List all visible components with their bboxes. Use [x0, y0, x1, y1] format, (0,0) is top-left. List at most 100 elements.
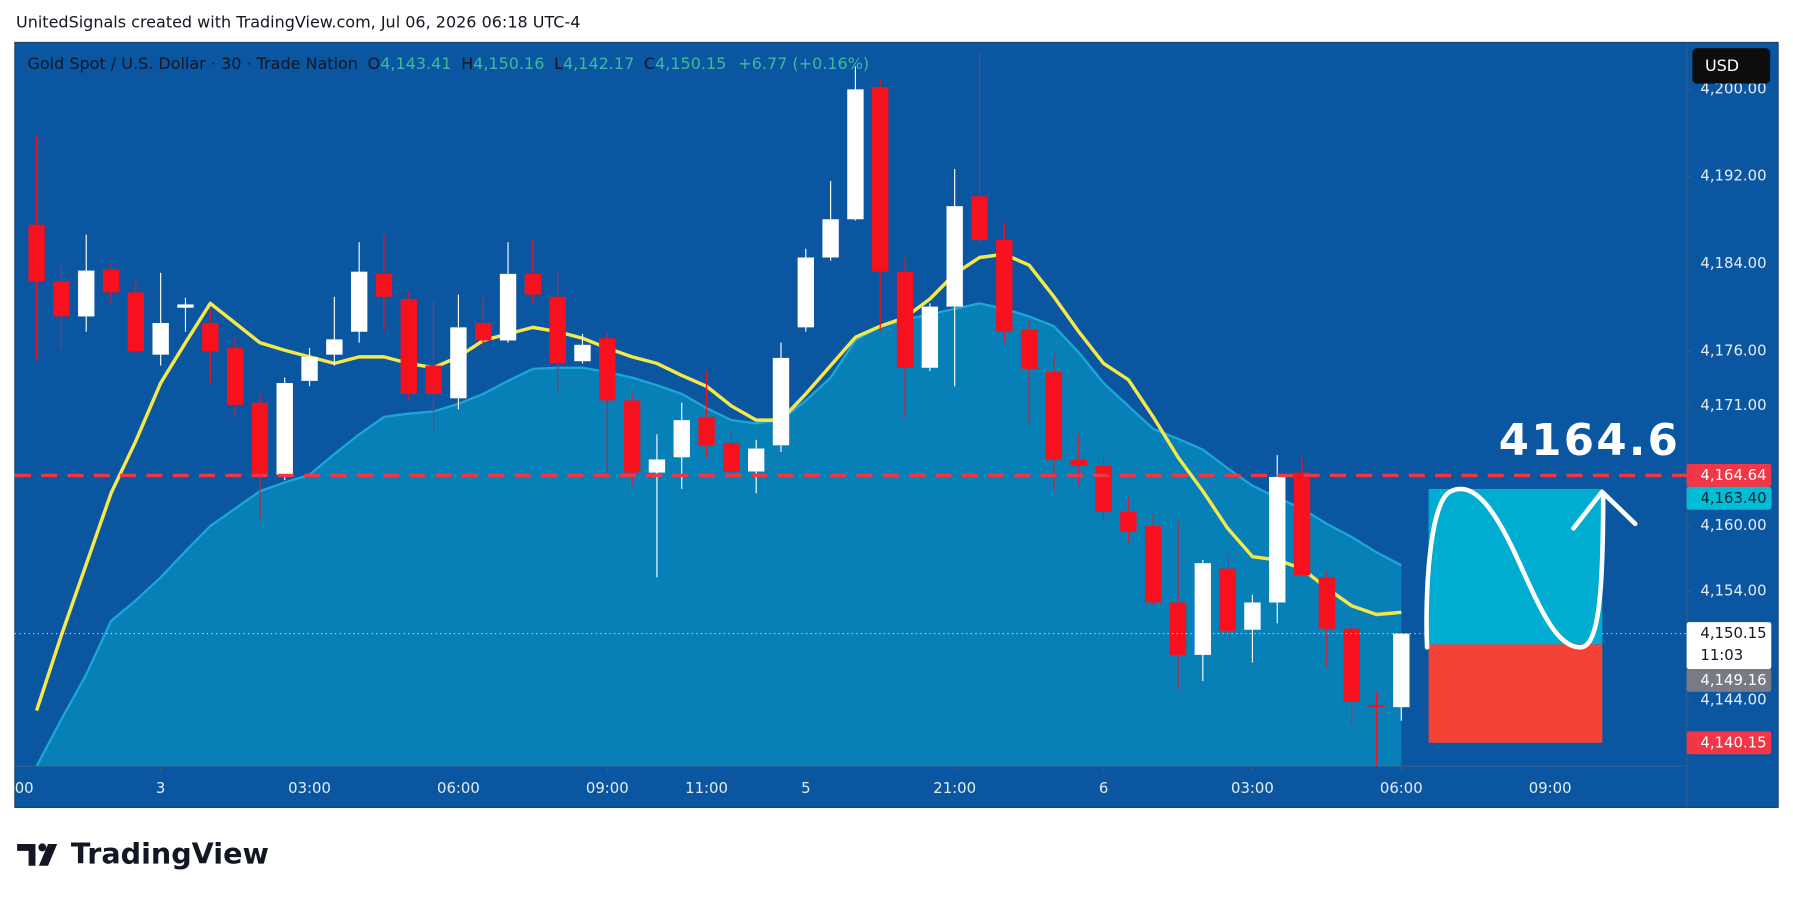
ohlc-key: H — [461, 54, 473, 73]
candle-body — [673, 420, 690, 458]
y-tick-label: 4,171.00 — [1700, 396, 1766, 414]
y-tick-label: 4,144.00 — [1700, 691, 1766, 709]
price-label: 4,140.15 — [1700, 733, 1766, 751]
price-label-box — [1686, 669, 1772, 692]
candle-body — [996, 240, 1013, 332]
candle-body — [1169, 602, 1187, 655]
price-label: 4,150.15 — [1700, 624, 1766, 642]
y-tick-label: 4,192.00 — [1700, 167, 1766, 185]
candle-body — [425, 365, 442, 394]
candle-body — [574, 344, 591, 362]
y-tick-label: 4,184.00 — [1700, 254, 1766, 272]
y-tick-label: 4,176.00 — [1700, 341, 1766, 359]
candle-body — [475, 322, 492, 341]
price-label-box — [1686, 486, 1772, 510]
candle-body — [797, 257, 814, 328]
x-tick-label: 5 — [801, 779, 810, 797]
candle-body — [847, 89, 864, 220]
price-label: 4,163.40 — [1700, 489, 1766, 507]
candle-body — [698, 416, 715, 446]
price-label-box — [1686, 622, 1772, 670]
candle-body — [127, 292, 145, 352]
candle-body — [1070, 459, 1087, 467]
x-tick-label: 09:00 — [586, 779, 629, 797]
candle-body — [623, 400, 641, 473]
x-tick-label: 11:00 — [685, 779, 728, 797]
axes: 4,144.00 4,154.00 4,160.00 4,171.00 4,176.00… — [1686, 79, 1767, 709]
candle-body — [251, 402, 269, 475]
candle-body — [1368, 705, 1385, 708]
price-label: 4,149.16 — [1700, 671, 1766, 689]
logo-mark — [38, 844, 58, 866]
x-tick-label: 06:00 — [1380, 779, 1423, 797]
candle-body — [400, 298, 417, 394]
ohlc-value: 4,150.16 — [473, 54, 544, 73]
candle-body — [946, 206, 963, 307]
y-tick-label: 4,160.00 — [1700, 516, 1766, 534]
currency-button[interactable] — [1692, 48, 1771, 84]
target-zone — [1428, 488, 1603, 645]
candle-body — [1194, 563, 1211, 655]
y-tick-label: 4,154.00 — [1700, 582, 1766, 600]
price-label: 4,164.64 — [1700, 466, 1766, 484]
position-tool — [1428, 488, 1603, 743]
ohlc-key: C — [644, 54, 655, 73]
drawn-arrow — [1571, 489, 1638, 531]
watermark: UnitedSignals created with TradingView.c… — [16, 12, 580, 31]
candle-body — [350, 271, 368, 332]
candle-body — [152, 322, 169, 355]
candle-body — [822, 219, 839, 258]
annotation: 4164.6 — [1499, 416, 1680, 466]
candle-body — [1144, 526, 1162, 603]
logo: TradingView — [17, 836, 269, 870]
candle-body — [226, 348, 244, 405]
candle-body — [202, 322, 219, 352]
countdown: 11:03 — [1700, 646, 1743, 664]
stop-zone — [1428, 644, 1603, 743]
candle-body — [450, 327, 467, 399]
candle-body — [102, 269, 120, 293]
candle-body — [499, 273, 517, 341]
candle-body — [177, 304, 194, 308]
price-label-box — [1686, 463, 1772, 487]
candle-body — [648, 459, 666, 473]
currency-label[interactable]: USD — [1705, 56, 1739, 75]
ohlc-value: 4,143.41 — [380, 54, 451, 73]
price-labels: 4,164.64 4,163.40 4,150.15 11:03 4,149.16 4,1… — [1686, 463, 1772, 755]
indicator-line — [34, 252, 1402, 712]
price-label-box — [1686, 731, 1772, 755]
candle-body — [747, 448, 765, 472]
candle-body — [872, 87, 889, 272]
ohlc-key: L — [554, 54, 563, 73]
x-tick-label: 06:00 — [437, 779, 480, 797]
x-tick-label: 03:00 — [1231, 779, 1274, 797]
candle-body — [1269, 476, 1286, 603]
candle-body — [971, 196, 988, 241]
candle-body — [1120, 511, 1137, 532]
candle-body — [53, 281, 70, 317]
time-axis: 00 3 03:00 06:00 09:00 11:00 5 21:00 6 03:00 06:00… — [15, 766, 1572, 797]
x-tick-label: 03:00 — [288, 779, 331, 797]
candle-body — [549, 296, 566, 364]
candle-body — [1045, 372, 1063, 460]
y-tick-label: 4,200.00 — [1700, 79, 1766, 97]
candle-body — [772, 357, 790, 446]
x-tick-label: 00 — [15, 779, 34, 797]
x-tick-label: 3 — [156, 779, 165, 797]
candle-body — [375, 273, 393, 297]
candle-body — [599, 338, 616, 401]
ohlc-key: O — [368, 54, 381, 73]
candle-body — [524, 273, 542, 295]
drawn-curve — [1424, 486, 1606, 650]
candle-body — [1393, 633, 1410, 708]
candle-body — [1095, 466, 1112, 512]
candle-body — [921, 306, 939, 368]
logo-mark — [38, 843, 47, 852]
candle-body — [28, 224, 45, 282]
candle-body — [1293, 472, 1311, 576]
x-tick-label: 09:00 — [1529, 779, 1572, 797]
candle-body — [1343, 628, 1360, 702]
candle-body — [276, 383, 293, 475]
brand: TradingView — [71, 836, 269, 870]
